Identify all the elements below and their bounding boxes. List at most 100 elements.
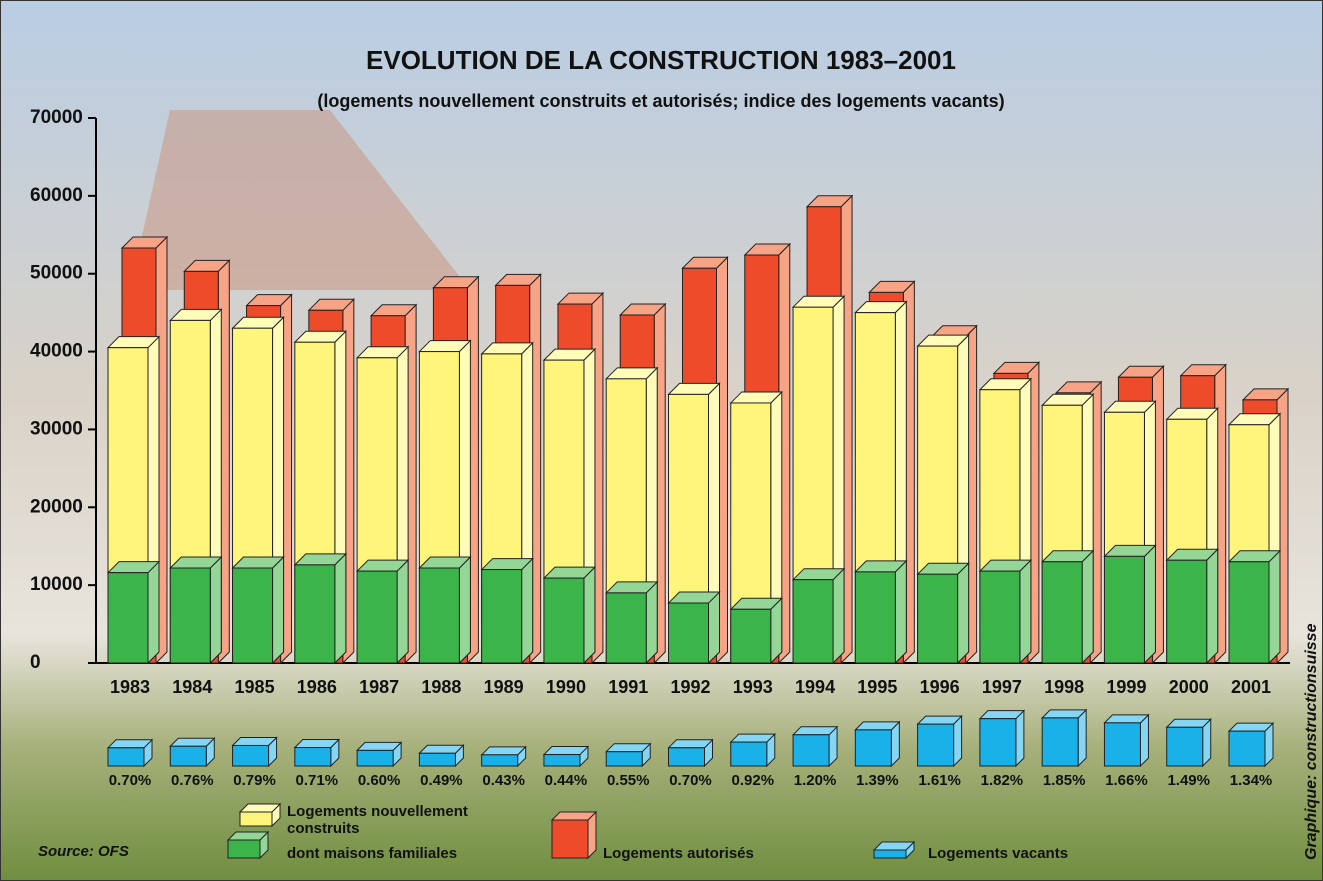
- bar-houses-face: [458, 555, 471, 665]
- bar-houses: [667, 590, 721, 665]
- vacancy-cube-face: [667, 739, 714, 749]
- legend-swatch-face: [227, 839, 261, 859]
- y-tick-label: 0: [30, 652, 41, 673]
- vacancy-cube-face: [231, 736, 278, 746]
- vacancy-cube: [667, 738, 714, 768]
- vacancy-cube: [355, 741, 403, 768]
- bar-houses: [729, 597, 783, 665]
- bar-houses-face: [1041, 561, 1083, 664]
- vacancy-cube-face: [1165, 718, 1212, 728]
- vacancy-cube-face: [791, 726, 839, 736]
- x-tick-label: 1984: [172, 677, 212, 697]
- legend-label: Logements nouvellement construits: [287, 803, 468, 837]
- y-tick-label: 50000: [30, 263, 83, 284]
- vacancy-cube-face: [854, 729, 892, 767]
- credit: Graphique: constructionsuisse: [1303, 623, 1320, 860]
- vacancy-cube: [1103, 713, 1150, 768]
- vacancy-cube: [231, 736, 278, 768]
- x-tick-label: 1990: [546, 677, 586, 697]
- bar-houses-face: [979, 570, 1021, 664]
- vacancy-cube: [605, 742, 652, 768]
- bar-houses: [1227, 549, 1282, 665]
- value-label: 1.82%: [981, 772, 1024, 789]
- vacancy-cube-face: [1166, 726, 1204, 767]
- vacancy-cube: [916, 714, 963, 768]
- bar-houses-face: [583, 565, 596, 665]
- legend-swatch-face: [550, 811, 598, 821]
- legend-swatch: [226, 830, 270, 860]
- y-tick-label: 40000: [30, 341, 83, 362]
- value-label: 0.43%: [482, 772, 525, 789]
- vacancy-cube-face: [1103, 722, 1141, 767]
- value-label: 1.49%: [1167, 772, 1210, 789]
- y-tick-label: 70000: [30, 107, 83, 128]
- bar-houses-face: [1103, 555, 1145, 664]
- value-label: 0.76%: [171, 772, 214, 789]
- value-label: 1.20%: [794, 772, 837, 789]
- x-tick-label: 1997: [982, 677, 1022, 697]
- vacancy-cube-face: [293, 739, 341, 749]
- x-tick-label: 1992: [670, 677, 710, 697]
- x-tick-label: 1989: [484, 677, 524, 697]
- bar-houses-face: [1143, 544, 1156, 665]
- legend-swatch-face: [551, 819, 589, 859]
- bar-houses: [355, 558, 410, 665]
- legend-swatch: [550, 810, 598, 860]
- x-tick-label: 2001: [1231, 677, 1271, 697]
- bar-houses-face: [957, 562, 970, 665]
- x-tick-label: 1998: [1044, 677, 1084, 697]
- vacancy-cube: [1040, 708, 1088, 768]
- vacancy-cube-face: [480, 746, 527, 756]
- value-label: 0.71%: [296, 772, 339, 789]
- bar-houses-face: [854, 571, 896, 664]
- bar-houses-face: [917, 573, 959, 664]
- vacancy-cube: [1227, 721, 1275, 768]
- value-label: 1.61%: [918, 772, 961, 789]
- x-tick-label: 1999: [1106, 677, 1146, 697]
- bar-houses-face: [1206, 548, 1219, 665]
- bar-houses-face: [1081, 549, 1094, 665]
- x-tick-label: 1987: [359, 677, 399, 697]
- bar-houses-face: [894, 559, 907, 665]
- vacancy-cube-face: [1040, 709, 1088, 719]
- x-tick-label: 1985: [235, 677, 275, 697]
- value-label: 0.49%: [420, 772, 463, 789]
- vacancy-cube-face: [356, 749, 394, 767]
- bar-houses-face: [272, 555, 285, 665]
- x-tick-label: 1993: [733, 677, 773, 697]
- vacancy-cube-face: [542, 746, 590, 756]
- value-label: 0.92%: [732, 772, 775, 789]
- vacancy-cube-face: [730, 741, 768, 767]
- chart-subtitle: (logements nouvellement construits et au…: [317, 91, 1004, 111]
- vacancy-cube-face: [916, 715, 963, 725]
- vacancy-cube-face: [169, 737, 216, 747]
- bar-houses: [106, 560, 161, 665]
- vacancy-cube-face: [107, 747, 145, 767]
- vacancy-cube-face: [1015, 709, 1025, 768]
- bar-houses-face: [645, 580, 658, 665]
- bar-houses-face: [107, 572, 149, 664]
- vacancy-cube: [729, 732, 776, 768]
- value-label: 1.85%: [1043, 772, 1086, 789]
- bar-houses-face: [396, 558, 409, 665]
- value-label: 0.44%: [545, 772, 588, 789]
- bar-houses-face: [1228, 561, 1270, 664]
- bar-houses-face: [543, 577, 585, 664]
- value-label: 0.55%: [607, 772, 650, 789]
- vacancy-cube-face: [729, 733, 776, 743]
- x-tick-label: 1996: [920, 677, 960, 697]
- value-label: 0.60%: [358, 772, 401, 789]
- y-tick-label: 10000: [30, 574, 83, 595]
- vacancy-cube: [480, 745, 527, 768]
- bar-houses: [916, 562, 970, 665]
- vacancy-cube-face: [294, 747, 332, 767]
- chart-title: EVOLUTION DE LA CONSTRUCTION 1983–2001: [366, 45, 956, 75]
- bar-houses-face: [1019, 558, 1032, 665]
- bar-houses-face: [668, 602, 709, 664]
- vacancy-cube-face: [418, 744, 465, 754]
- vacancy-cube-face: [1077, 708, 1087, 768]
- legend-label: Logements autorisés: [603, 845, 754, 862]
- bar-houses: [978, 558, 1033, 665]
- vacancy-cube: [854, 720, 901, 768]
